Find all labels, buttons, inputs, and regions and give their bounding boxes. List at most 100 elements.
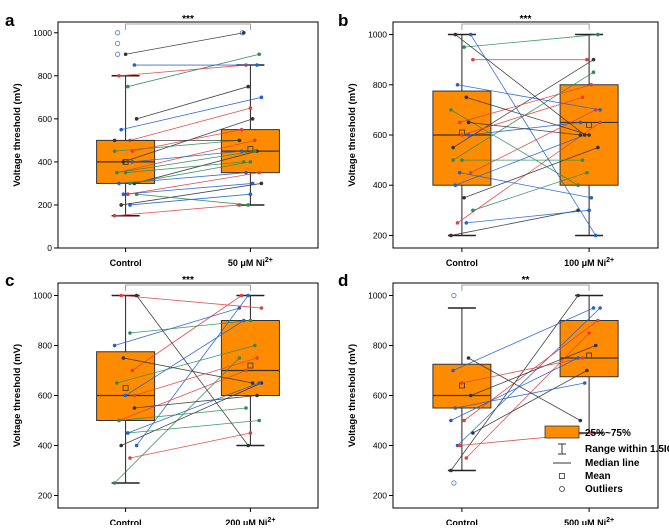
data-point bbox=[239, 293, 244, 298]
data-point bbox=[259, 181, 264, 186]
pair-line bbox=[127, 172, 260, 195]
pair-line bbox=[134, 357, 258, 396]
data-point bbox=[115, 170, 119, 175]
y-tick-label: 800 bbox=[373, 341, 387, 351]
pair-line bbox=[123, 183, 253, 195]
data-point bbox=[598, 306, 602, 310]
data-point bbox=[255, 393, 259, 398]
data-point bbox=[117, 418, 121, 423]
data-point bbox=[580, 158, 585, 162]
data-point bbox=[248, 106, 253, 110]
pair-line bbox=[129, 161, 251, 184]
data-point bbox=[257, 52, 262, 57]
data-point bbox=[253, 138, 257, 143]
data-point bbox=[132, 63, 137, 67]
pair-line bbox=[466, 96, 590, 136]
data-point bbox=[128, 181, 132, 186]
data-point bbox=[130, 160, 134, 164]
data-point bbox=[126, 84, 130, 89]
data-point bbox=[460, 158, 464, 162]
data-point bbox=[112, 138, 117, 143]
data-point bbox=[468, 393, 473, 398]
pair-line bbox=[464, 34, 598, 48]
pair-line bbox=[127, 420, 260, 434]
data-point bbox=[255, 63, 259, 67]
data-point bbox=[576, 293, 580, 298]
data-point bbox=[464, 95, 469, 100]
data-point bbox=[119, 293, 123, 298]
x-tick-label: Control bbox=[110, 258, 142, 268]
data-point bbox=[591, 57, 596, 62]
data-point bbox=[257, 170, 262, 175]
plot-frame bbox=[57, 21, 319, 249]
pair-line bbox=[461, 357, 583, 384]
pair-line bbox=[136, 295, 249, 446]
data-point bbox=[244, 368, 248, 373]
pair-line bbox=[450, 357, 579, 421]
pair-line bbox=[134, 150, 258, 184]
legend-outlier-swatch bbox=[559, 486, 565, 492]
legend-box-label: 25%~75% bbox=[585, 428, 631, 439]
y-tick-label: 1000 bbox=[368, 30, 387, 40]
data-point bbox=[259, 95, 264, 100]
data-point bbox=[462, 418, 466, 423]
pair-line bbox=[136, 193, 249, 206]
outlier-point bbox=[115, 30, 121, 36]
data-point bbox=[126, 431, 130, 435]
panel-letter: b bbox=[338, 11, 348, 30]
data-point bbox=[259, 306, 264, 310]
x-tick-label: 200 μM Ni2+ bbox=[225, 517, 275, 525]
panel-letter: d bbox=[338, 271, 348, 290]
outlier-point bbox=[451, 480, 457, 486]
mean-marker bbox=[122, 385, 129, 391]
data-point bbox=[468, 32, 473, 37]
data-point bbox=[471, 431, 475, 435]
chart-panel-b: b 200 400 600 800 1000 Voltage threshold (mV) C… bbox=[338, 11, 659, 268]
chart-panel-a: a 0 200 400 600 800 1000 Voltage threshold (mV)… bbox=[5, 11, 319, 268]
data-point bbox=[455, 221, 460, 225]
data-point bbox=[449, 468, 453, 473]
data-point bbox=[250, 181, 255, 186]
y-tick-label: 200 bbox=[38, 491, 52, 501]
data-point bbox=[457, 170, 462, 175]
pair-line bbox=[457, 307, 601, 446]
data-point bbox=[585, 368, 589, 373]
data-point bbox=[453, 32, 458, 37]
pair-line bbox=[127, 382, 260, 434]
pair-line bbox=[463, 320, 599, 421]
data-point bbox=[598, 108, 602, 112]
y-axis-label: Voltage threshold (mV) bbox=[347, 344, 358, 447]
data-point bbox=[132, 393, 137, 398]
pair-line bbox=[129, 320, 251, 334]
data-point bbox=[117, 181, 121, 186]
pair-line bbox=[461, 96, 583, 136]
panel-letter: c bbox=[5, 271, 14, 290]
pair-line bbox=[121, 183, 262, 206]
data-point bbox=[239, 149, 244, 153]
data-point bbox=[596, 318, 600, 323]
significance-bracket bbox=[461, 23, 590, 30]
data-point bbox=[246, 203, 250, 207]
data-point bbox=[237, 138, 242, 143]
pair-line bbox=[457, 122, 601, 224]
data-point bbox=[128, 456, 132, 460]
pair-line bbox=[466, 209, 590, 224]
pair-line bbox=[125, 32, 244, 55]
data-point bbox=[582, 381, 587, 385]
significance-label: *** bbox=[182, 275, 194, 286]
x-tick-label: Control bbox=[446, 258, 478, 268]
pair-line bbox=[123, 357, 253, 384]
pair-line bbox=[459, 172, 592, 199]
data-point bbox=[130, 149, 134, 153]
data-point bbox=[123, 393, 128, 398]
data-point bbox=[462, 45, 466, 49]
legend-mean-label: Mean bbox=[585, 471, 611, 482]
x-tick-label: 500 μM Ni2+ bbox=[564, 517, 614, 525]
legend-median-label: Median line bbox=[585, 458, 640, 469]
data-point bbox=[453, 406, 458, 410]
significance-label: *** bbox=[182, 14, 194, 25]
data-point bbox=[580, 95, 585, 100]
data-point bbox=[466, 120, 471, 125]
data-point bbox=[134, 293, 139, 298]
y-tick-label: 400 bbox=[373, 441, 387, 451]
